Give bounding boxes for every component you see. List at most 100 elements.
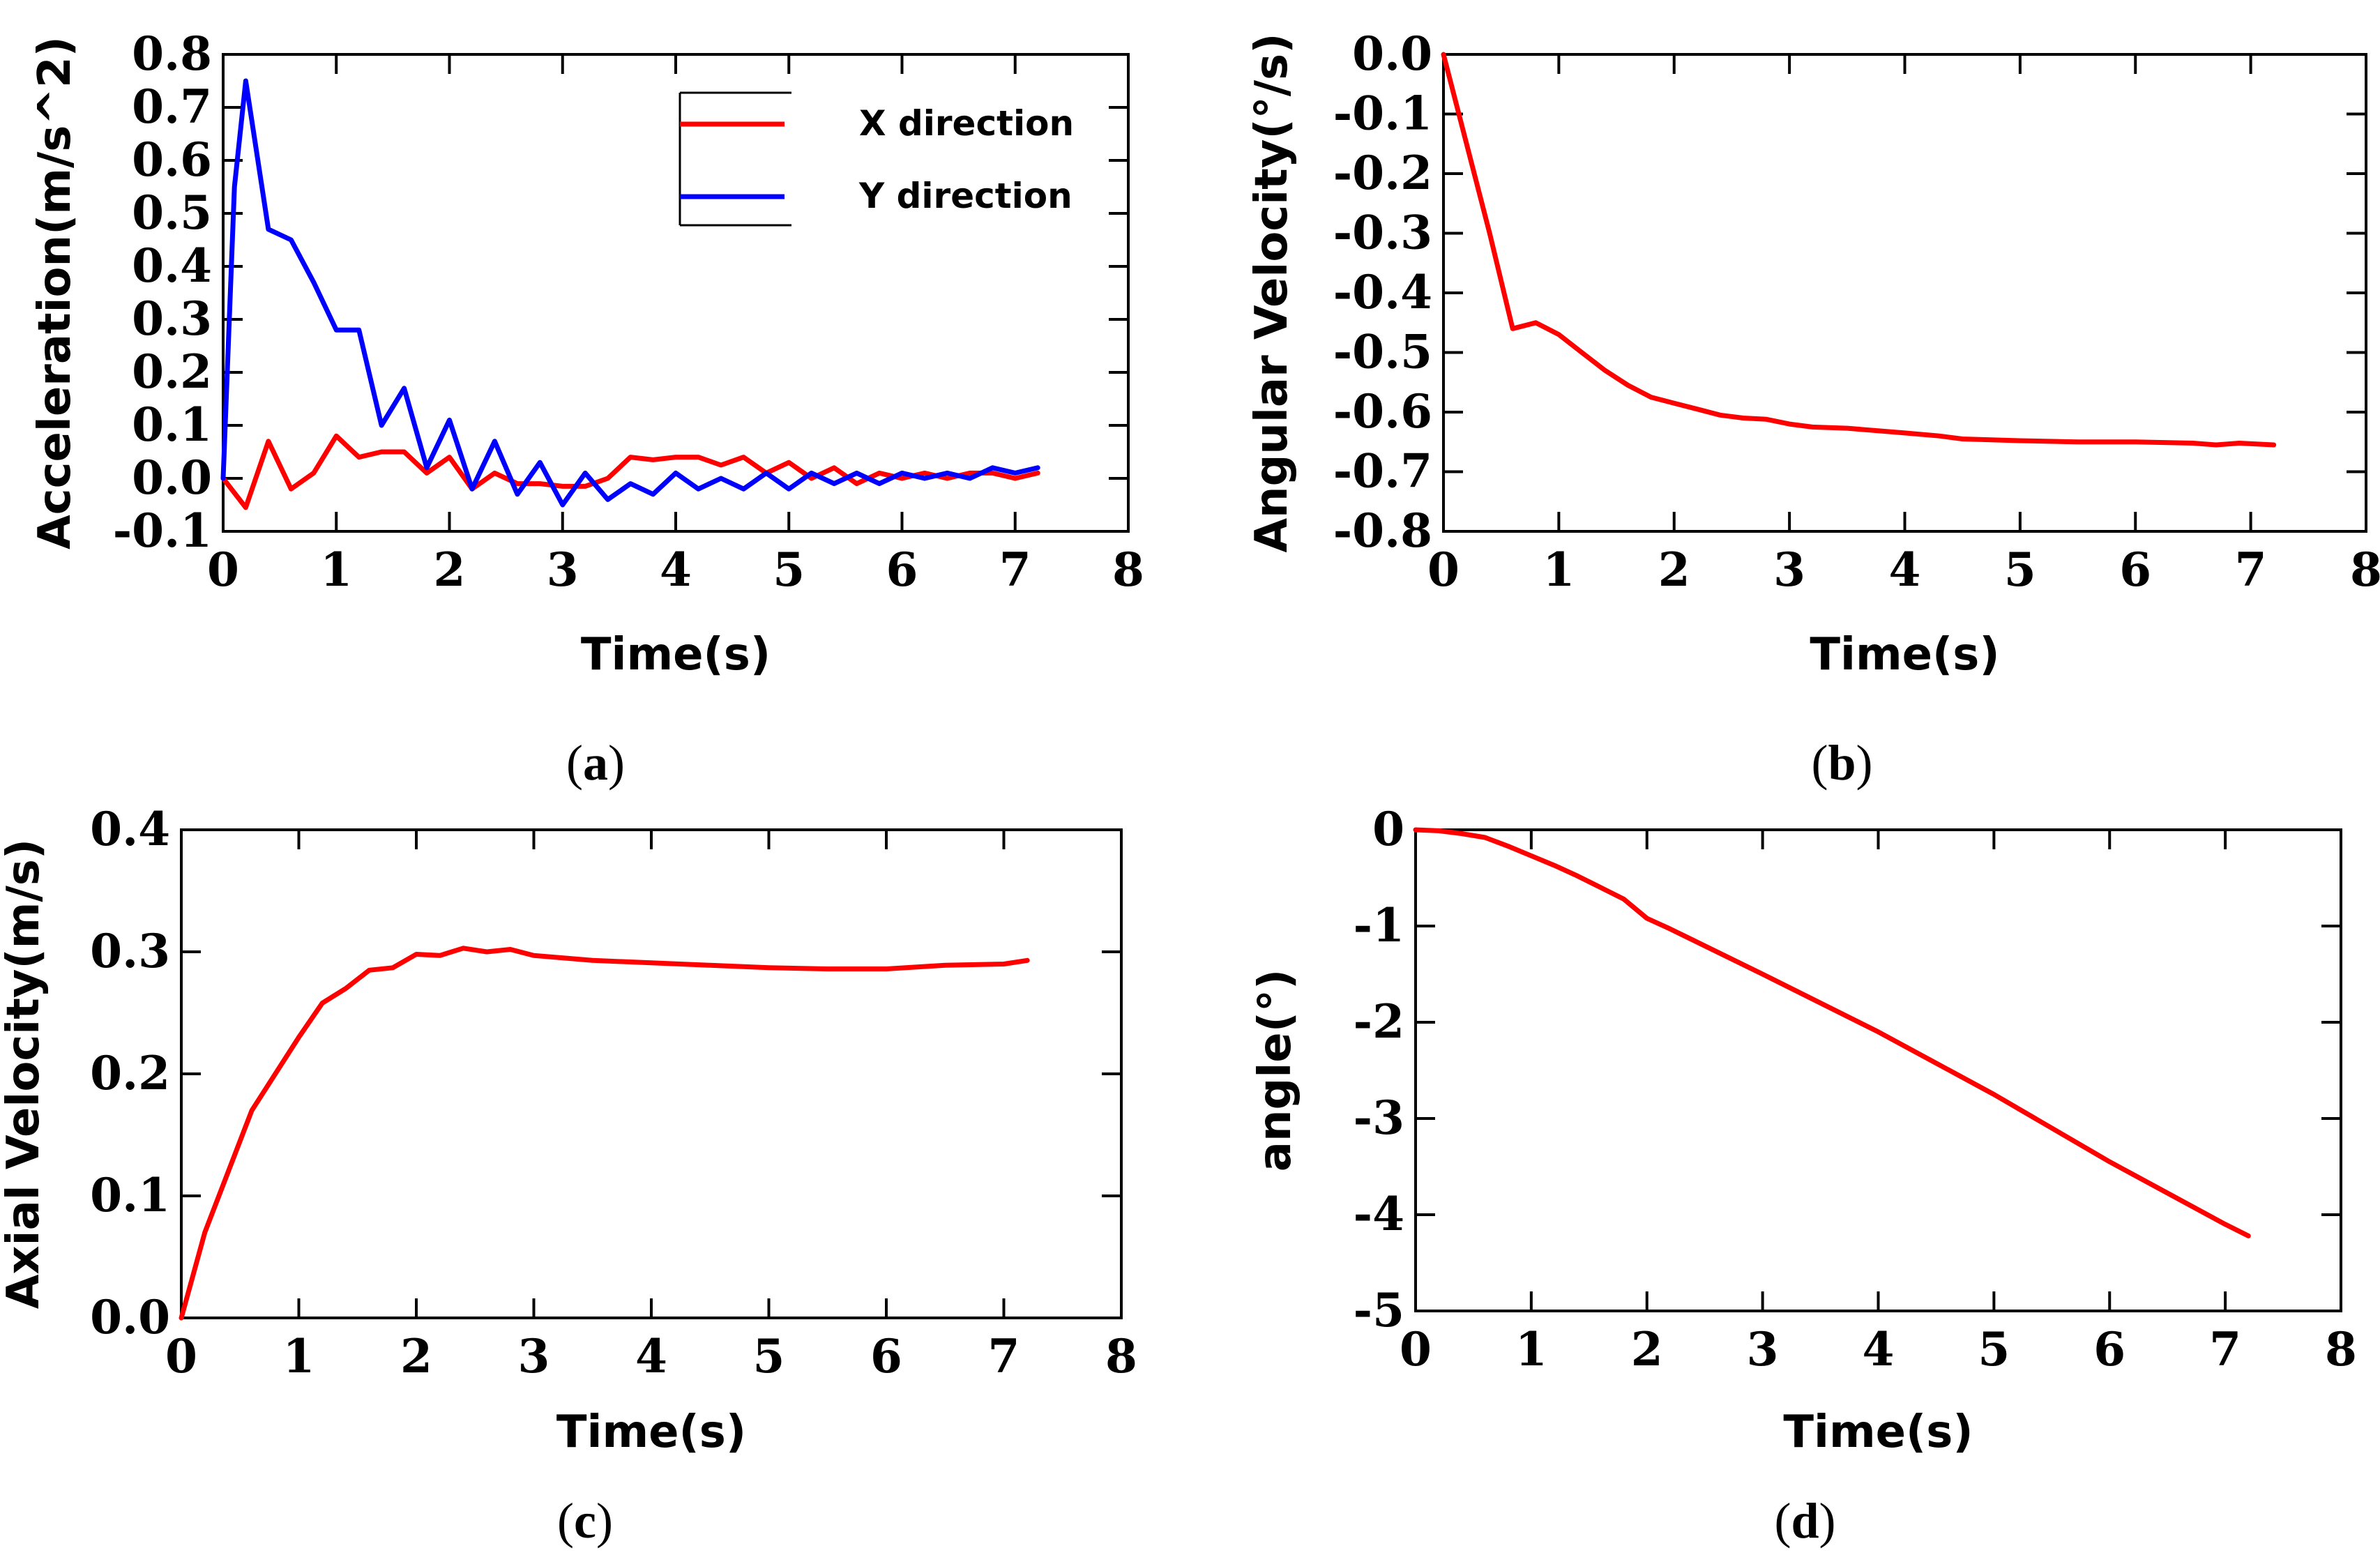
y-tick-label: -0.3: [1333, 206, 1432, 260]
x-axis-title: Time(s): [581, 629, 771, 681]
x-tick-label: 1: [1543, 543, 1575, 597]
x-tick-label: 2: [1631, 1322, 1663, 1376]
chart-panel-3: 0 1 2 3 4 5 6 7 8 0.0 0.1 0.2 0.3 0.4 Time(s) Axial Vel…: [0, 802, 1137, 1549]
y-tick-label: -0.7: [1333, 444, 1432, 499]
x-tick-label: 4: [1889, 543, 1921, 597]
x-tick-label: 4: [660, 543, 692, 597]
plot-frame: [1442, 53, 2367, 533]
plot-frame: [1414, 828, 2342, 1312]
panel-caption: (b): [1811, 735, 1872, 791]
series-line-1: [220, 433, 1040, 510]
legend-label-1: X direction: [859, 103, 1074, 144]
x-tick-label: 6: [2093, 1322, 2125, 1376]
x-axis-title: Time(s): [556, 1406, 746, 1458]
caption-close: ): [608, 735, 625, 791]
y-tick-label: 0.7: [132, 79, 212, 134]
y-axis-title: Acceleration(m/s^2): [29, 36, 81, 549]
panel-caption: (d): [1774, 1493, 1835, 1549]
series-line-1: [179, 946, 1030, 1321]
x-tick-label: 6: [870, 1329, 902, 1383]
caption-letter: d: [1791, 1493, 1819, 1549]
y-tick-label: 0.2: [132, 344, 212, 399]
legend-label-2: Y direction: [858, 176, 1072, 216]
x-axis-title: Time(s): [1783, 1406, 1973, 1458]
y-tick-label: 0.0: [1352, 26, 1432, 81]
x-tick-label: 6: [886, 543, 918, 597]
x-tick-label: 5: [773, 543, 805, 597]
x-tick-label: 0: [207, 543, 239, 597]
x-tick-label: 4: [1863, 1322, 1895, 1376]
y-tick-label: -0.8: [1333, 503, 1432, 558]
series-line-1: [1441, 52, 2277, 448]
x-tick-label: 5: [1978, 1322, 2010, 1376]
legend: X direction Y direction: [679, 91, 1074, 227]
y-tick-label: 0.2: [90, 1046, 170, 1100]
x-tick-label: 7: [988, 1329, 1020, 1383]
y-tick-label: -4: [1354, 1187, 1404, 1241]
y-tick-label: -0.5: [1333, 325, 1432, 379]
y-tick-label: -0.2: [1333, 146, 1432, 200]
x-tick-label: 8: [2350, 543, 2380, 597]
y-tick-label: -5: [1354, 1283, 1404, 1337]
series-line-2: [220, 78, 1040, 508]
x-tick-label: 2: [434, 543, 466, 597]
x-axis-title: Time(s): [1810, 629, 1999, 681]
y-tick-label: 0.4: [132, 238, 212, 293]
x-tick-label: 4: [635, 1329, 667, 1383]
chart-panel-1: 0 1 2 3 4 5 6 7 8 -0.10.00.10.20.30.40.50.60.70.8…: [29, 26, 1144, 791]
x-tick-label: 0: [1427, 543, 1460, 597]
caption-open: (: [1774, 1493, 1791, 1549]
x-tick-label: 7: [2209, 1322, 2241, 1376]
caption-close: ): [1856, 735, 1873, 791]
y-tick-label: -0.1: [1333, 86, 1432, 141]
panel-caption: (c): [557, 1493, 613, 1549]
y-tick-label: 0.4: [90, 802, 170, 856]
y-tick-label: -0.1: [113, 503, 212, 558]
caption-close: ): [1819, 1493, 1836, 1549]
caption-open: (: [566, 735, 583, 791]
x-tick-label: 7: [999, 543, 1031, 597]
chart-panel-2: 0 1 2 3 4 5 6 7 8 0.0-0.1-0.2 -0.3-0.4 -0.5-0.6-0.7…: [1246, 26, 2380, 791]
y-tick-label: -0.4: [1333, 265, 1432, 319]
y-tick-label: 0: [1372, 802, 1404, 856]
caption-letter: a: [583, 735, 608, 791]
x-tick-label: 6: [2119, 543, 2151, 597]
y-axis-title: Axial Velocity(m/s): [0, 839, 50, 1309]
y-axis-title: angle(°): [1250, 969, 1301, 1171]
y-tick-label: 0.3: [90, 924, 170, 978]
y-tick-label: 0.0: [132, 450, 212, 505]
caption-open: (: [557, 1493, 574, 1549]
y-tick-label: -0.6: [1333, 384, 1432, 439]
x-tick-label: 3: [518, 1329, 550, 1383]
y-tick-label: 0.1: [90, 1168, 170, 1222]
y-tick-label: -1: [1354, 898, 1404, 953]
x-tick-label: 1: [320, 543, 352, 597]
x-tick-label: 1: [283, 1329, 315, 1383]
panel-caption: (a): [566, 735, 625, 791]
x-tick-label: 5: [753, 1329, 785, 1383]
y-tick-label: 0.1: [132, 397, 212, 452]
x-tick-label: 0: [1400, 1322, 1432, 1376]
x-tick-label: 8: [1105, 1329, 1137, 1383]
x-tick-label: 5: [2004, 543, 2036, 597]
caption-close: ): [596, 1493, 613, 1549]
x-tick-label: 3: [1747, 1322, 1779, 1376]
y-tick-label: 0.5: [132, 185, 212, 240]
y-tick-label: 0.6: [132, 132, 212, 187]
y-tick-label: 0.0: [90, 1290, 170, 1344]
chart-panel-4: 0 1 2 3 4 5 6 7 8 0 -1 -2 -3 -4 -5 Time(s) angle(°) (d): [1250, 802, 2357, 1549]
x-tick-label: 8: [1112, 543, 1144, 597]
y-tick-label: 0.3: [132, 291, 212, 346]
x-tick-label: 8: [2325, 1322, 2357, 1376]
caption-letter: c: [574, 1493, 596, 1549]
x-tick-label: 3: [547, 543, 579, 597]
plot-frame: [180, 828, 1123, 1319]
x-tick-label: 3: [1773, 543, 1805, 597]
caption-letter: b: [1828, 735, 1856, 791]
y-tick-label: 0.8: [132, 26, 212, 81]
y-axis-title: Angular Velocity(°/s): [1246, 33, 1298, 553]
x-tick-label: 0: [165, 1329, 197, 1383]
y-tick-label: -2: [1354, 994, 1404, 1049]
caption-open: (: [1811, 735, 1828, 791]
